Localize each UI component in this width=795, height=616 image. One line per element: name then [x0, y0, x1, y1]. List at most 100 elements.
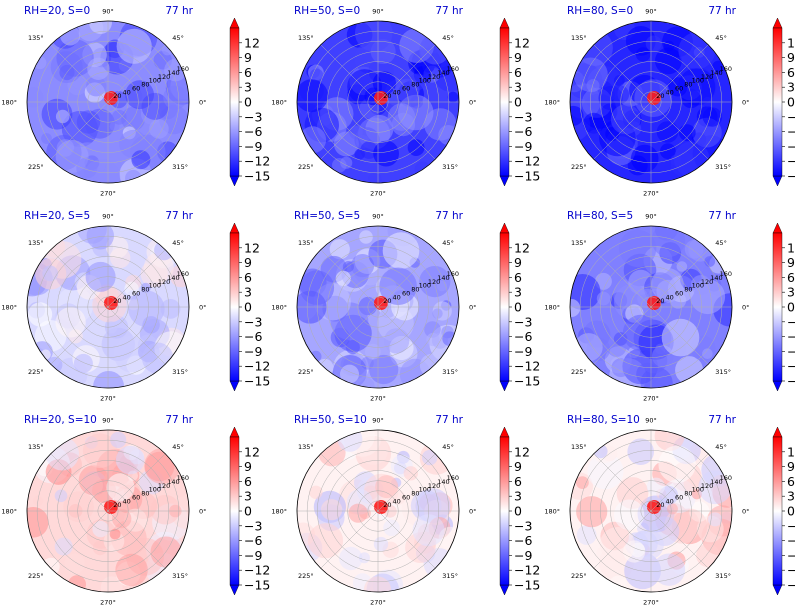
angle-tick-label: 225° [571, 163, 587, 171]
panel-title: RH=80, S=5 [567, 210, 633, 222]
grid-spoke [320, 510, 379, 569]
angle-tick-label: 90° [102, 8, 114, 16]
field-group [570, 21, 732, 183]
angle-tick-label: 270° [100, 599, 116, 607]
panel-title: RH=80, S=10 [567, 414, 640, 426]
field-blob [363, 576, 392, 592]
field-blob [576, 476, 589, 489]
radial-tick-label: 140 [710, 274, 722, 282]
angle-tick-label: 45° [442, 443, 454, 451]
radial-tick-label: 140 [167, 69, 179, 77]
colorbar-extend-min [499, 175, 510, 187]
colorbar-tick-label: −12 [787, 154, 795, 169]
panel: 0°45°90°135°180°225°270°315°20 40 60 80 1001… [271, 414, 540, 607]
field-blob [161, 44, 173, 56]
field-blob [32, 495, 44, 507]
polar-frame [26, 20, 190, 184]
radial-tick-label: 160 [720, 270, 732, 278]
grid-spoke [107, 510, 166, 569]
radial-tick-label: 100 [692, 77, 704, 85]
radial-tick-label: 40 [393, 497, 401, 505]
radial-tick-label: 20 [656, 501, 664, 509]
colorbar-tick-label: 12 [244, 240, 260, 255]
field-blob [702, 107, 723, 127]
field-blob [619, 229, 657, 268]
panel-time-label: 77 hr [165, 414, 193, 426]
radial-tick-label: 160 [177, 270, 189, 278]
colorbar-tick-label: 3 [514, 80, 522, 95]
angle-tick-label: 225° [298, 163, 314, 171]
radial-tick-label: 40 [666, 88, 674, 96]
panel: 0°45°90°135°180°225°270°315°20 40 60 80 1001… [1, 414, 270, 607]
radial-tick-label: 20 [383, 297, 391, 305]
colorbar-tick-label: 3 [514, 285, 522, 300]
field-blob [342, 261, 354, 273]
grid-spoke [107, 249, 166, 308]
panel-time-label: 77 hr [165, 210, 193, 222]
angle-tick-label: 315° [172, 163, 188, 171]
field-blob [76, 157, 98, 179]
field-blob [86, 226, 115, 250]
grid-spoke [650, 510, 709, 569]
field-blob [627, 438, 654, 466]
colorbar-tick-label: 0 [514, 300, 522, 315]
field-blob [109, 528, 121, 540]
angle-tick-label: 225° [28, 368, 44, 376]
field-blob [654, 226, 678, 241]
angle-tick-label: 0° [199, 508, 206, 516]
colorbar-tick-label: −12 [514, 359, 540, 374]
colorbar-tick-label: −3 [514, 109, 532, 124]
field-blob [92, 520, 109, 538]
field-blob [27, 87, 44, 108]
panel-time-label: 77 hr [435, 414, 463, 426]
field-blob [596, 291, 611, 306]
field-blob [144, 451, 175, 482]
field-blob [576, 525, 597, 545]
field-group [297, 430, 459, 592]
grid-spoke [377, 510, 436, 569]
colorbar-extend-max [229, 426, 240, 438]
colorbar-tick-label: 0 [244, 95, 252, 110]
radial-tick-label: 80 [141, 81, 149, 89]
field-blob [86, 76, 107, 97]
radial-tick-label: 140 [167, 478, 179, 486]
colorbar-tick-label: 6 [514, 270, 522, 285]
radial-tick-label: 80 [141, 490, 149, 498]
field-blob [150, 536, 182, 568]
panel-time-label: 77 hr [165, 5, 193, 17]
radial-tick-label: 80 [411, 286, 419, 294]
radial-tick-label: 20 [113, 92, 121, 100]
field-blob [310, 350, 322, 362]
angle-tick-label: 90° [372, 8, 384, 16]
grid-spoke [650, 101, 709, 160]
grid-spoke [377, 453, 436, 512]
panel-time-label: 77 hr [435, 5, 463, 17]
field-blob [316, 358, 334, 377]
colorbar-tick-label: 12 [787, 35, 795, 50]
polar-frame [569, 429, 733, 593]
radial-tick-label: 120 [158, 278, 170, 286]
field-blob [55, 109, 70, 124]
panel: 0°45°90°135°180°225°270°315°20 40 60 80 1001… [271, 5, 540, 198]
angle-tick-label: 90° [645, 417, 657, 425]
colorbar-tick-label: −15 [244, 374, 270, 389]
colorbar-tick-label: −6 [514, 329, 532, 344]
field-blob [78, 465, 109, 496]
field-blob [419, 266, 451, 298]
radial-tick-label: 100 [692, 486, 704, 494]
field-blob [321, 499, 343, 521]
panel-title: RH=80, S=0 [567, 5, 633, 17]
angle-tick-label: 180° [544, 508, 560, 516]
field-blob [27, 507, 49, 538]
colorbar-tick-label: 9 [514, 255, 522, 270]
field-blob [573, 57, 608, 92]
radial-tick-label: 60 [675, 289, 683, 297]
radial-tick-label: 40 [123, 88, 131, 96]
panel-title: RH=50, S=5 [294, 210, 360, 222]
field-blob [124, 281, 139, 296]
field-blob [375, 475, 399, 499]
angle-tick-label: 0° [742, 304, 749, 312]
